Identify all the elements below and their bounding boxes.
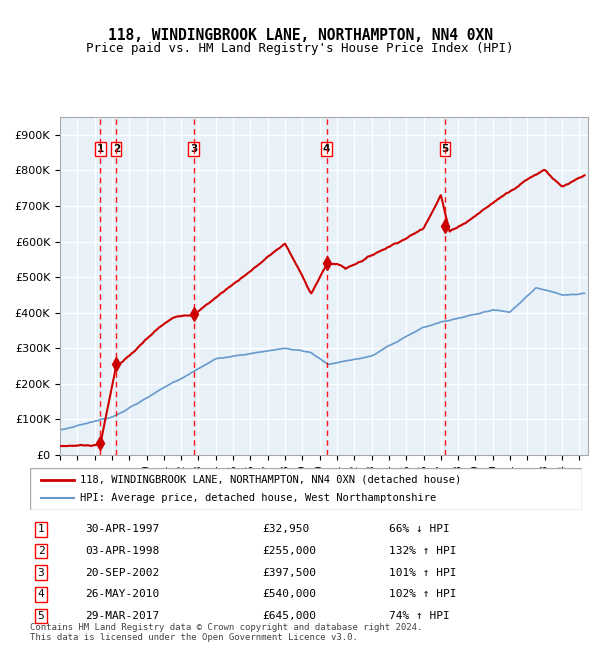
Text: 1: 1	[97, 144, 104, 154]
Text: 29-MAR-2017: 29-MAR-2017	[85, 611, 160, 621]
Text: 102% ↑ HPI: 102% ↑ HPI	[389, 590, 457, 599]
Text: HPI: Average price, detached house, West Northamptonshire: HPI: Average price, detached house, West…	[80, 493, 436, 503]
Text: 2: 2	[38, 546, 44, 556]
Text: 4: 4	[323, 144, 330, 154]
Text: 74% ↑ HPI: 74% ↑ HPI	[389, 611, 449, 621]
Text: 30-APR-1997: 30-APR-1997	[85, 525, 160, 534]
Text: £255,000: £255,000	[262, 546, 316, 556]
Text: 4: 4	[38, 590, 44, 599]
Text: 20-SEP-2002: 20-SEP-2002	[85, 567, 160, 578]
Text: 5: 5	[38, 611, 44, 621]
Text: 101% ↑ HPI: 101% ↑ HPI	[389, 567, 457, 578]
Text: 3: 3	[38, 567, 44, 578]
Text: Contains HM Land Registry data © Crown copyright and database right 2024.
This d: Contains HM Land Registry data © Crown c…	[30, 623, 422, 642]
Text: 5: 5	[442, 144, 449, 154]
Text: £397,500: £397,500	[262, 567, 316, 578]
Text: £540,000: £540,000	[262, 590, 316, 599]
Text: £645,000: £645,000	[262, 611, 316, 621]
Text: 118, WINDINGBROOK LANE, NORTHAMPTON, NN4 0XN (detached house): 118, WINDINGBROOK LANE, NORTHAMPTON, NN4…	[80, 475, 461, 485]
Text: 26-MAY-2010: 26-MAY-2010	[85, 590, 160, 599]
Text: 03-APR-1998: 03-APR-1998	[85, 546, 160, 556]
Text: Price paid vs. HM Land Registry's House Price Index (HPI): Price paid vs. HM Land Registry's House …	[86, 42, 514, 55]
Text: 3: 3	[190, 144, 197, 154]
Text: £32,950: £32,950	[262, 525, 309, 534]
Text: 2: 2	[113, 144, 120, 154]
Text: 132% ↑ HPI: 132% ↑ HPI	[389, 546, 457, 556]
Text: 1: 1	[38, 525, 44, 534]
Text: 66% ↓ HPI: 66% ↓ HPI	[389, 525, 449, 534]
FancyBboxPatch shape	[30, 468, 582, 510]
Text: 118, WINDINGBROOK LANE, NORTHAMPTON, NN4 0XN: 118, WINDINGBROOK LANE, NORTHAMPTON, NN4…	[107, 28, 493, 44]
